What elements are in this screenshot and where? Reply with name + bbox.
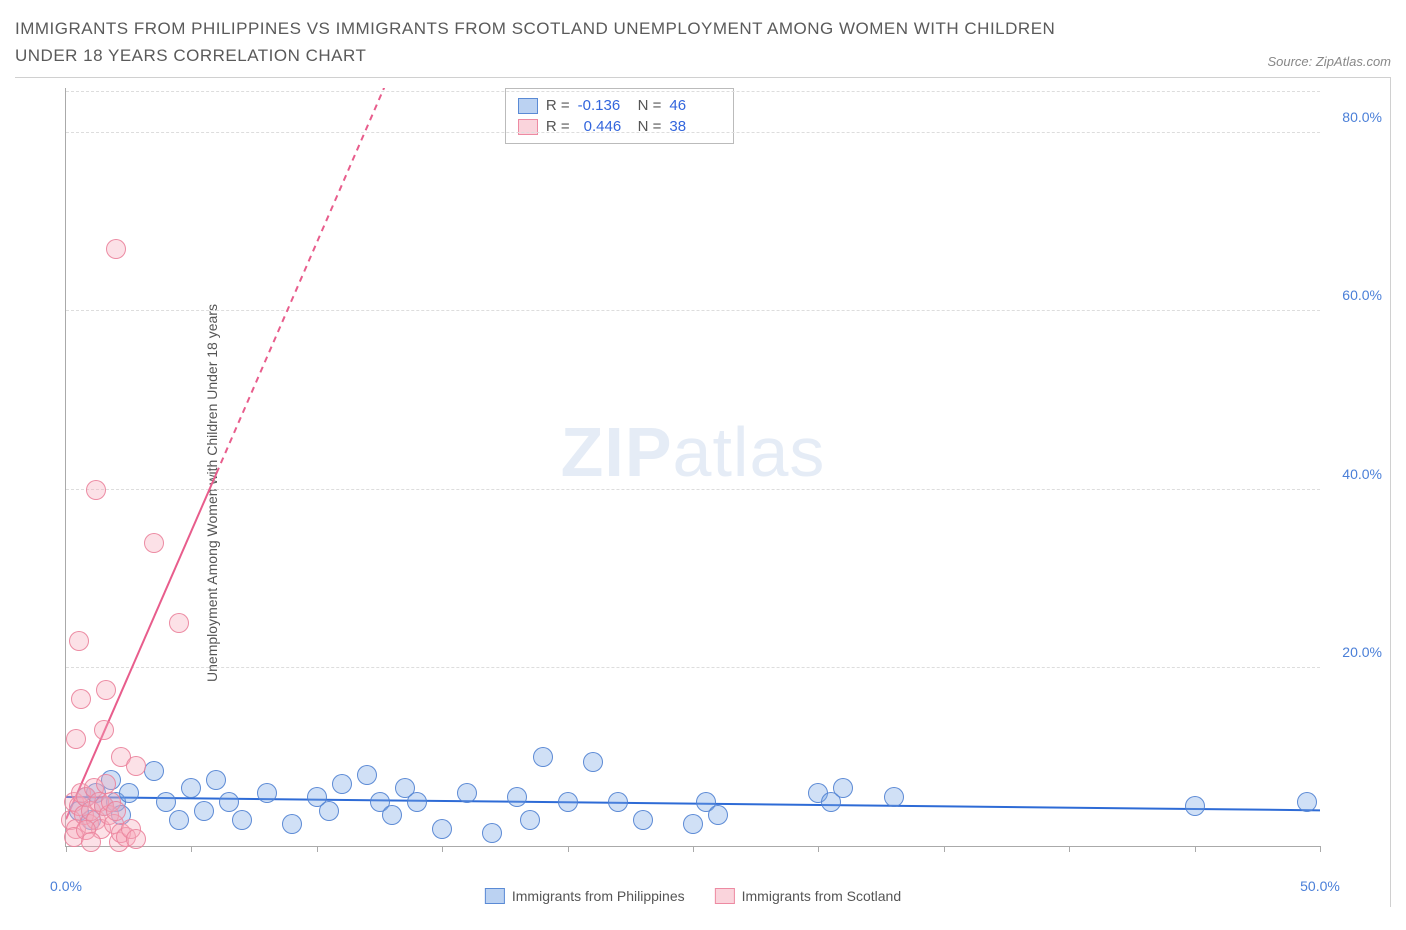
data-point-scotland <box>66 729 86 749</box>
r-value-philippines: -0.136 <box>578 97 630 114</box>
x-tick <box>944 846 945 852</box>
data-point-scotland <box>144 533 164 553</box>
data-point-philippines <box>833 778 853 798</box>
gridline-horizontal <box>66 91 1320 92</box>
data-point-scotland <box>126 829 146 849</box>
data-point-philippines <box>533 747 553 767</box>
data-point-philippines <box>633 810 653 830</box>
x-tick-label: 0.0% <box>50 878 82 894</box>
x-tick <box>1069 846 1070 852</box>
gridline-horizontal <box>66 667 1320 668</box>
stats-row-scotland: R = 0.446 N = 38 <box>518 116 722 137</box>
data-point-scotland <box>86 480 106 500</box>
chart-title: IMMIGRANTS FROM PHILIPPINES VS IMMIGRANT… <box>15 15 1115 69</box>
data-point-philippines <box>382 805 402 825</box>
data-point-philippines <box>708 805 728 825</box>
chart-container: Unemployment Among Women with Children U… <box>15 77 1391 907</box>
data-point-philippines <box>507 787 527 807</box>
gridline-horizontal <box>66 489 1320 490</box>
data-point-philippines <box>219 792 239 812</box>
data-point-scotland <box>106 801 126 821</box>
swatch-philippines-icon <box>485 888 505 904</box>
data-point-scotland <box>96 774 116 794</box>
swatch-philippines-icon <box>518 98 538 114</box>
bottom-legend: Immigrants from Philippines Immigrants f… <box>485 888 901 904</box>
y-tick-label: 60.0% <box>1342 287 1382 303</box>
data-point-philippines <box>432 819 452 839</box>
data-point-philippines <box>608 792 628 812</box>
data-point-scotland <box>94 720 114 740</box>
data-point-philippines <box>407 792 427 812</box>
data-point-philippines <box>119 783 139 803</box>
data-point-scotland <box>126 756 146 776</box>
x-tick <box>568 846 569 852</box>
source-attribution: Source: ZipAtlas.com <box>1267 54 1391 69</box>
data-point-philippines <box>194 801 214 821</box>
data-point-philippines <box>683 814 703 834</box>
n-value-philippines: 46 <box>669 97 721 114</box>
data-point-philippines <box>332 774 352 794</box>
trendlines-svg <box>66 88 1320 846</box>
x-tick <box>66 846 67 852</box>
data-point-philippines <box>1297 792 1317 812</box>
y-tick-label: 80.0% <box>1342 109 1382 125</box>
swatch-scotland-icon <box>715 888 735 904</box>
data-point-philippines <box>357 765 377 785</box>
legend-item-philippines: Immigrants from Philippines <box>485 888 685 904</box>
data-point-philippines <box>1185 796 1205 816</box>
x-tick-label: 50.0% <box>1300 878 1340 894</box>
plot-area: ZIPatlas R = -0.136 N = 46 R = 0.446 N =… <box>65 88 1320 847</box>
x-tick <box>442 846 443 852</box>
data-point-philippines <box>206 770 226 790</box>
y-tick-label: 20.0% <box>1342 644 1382 660</box>
gridline-horizontal <box>66 132 1320 133</box>
data-point-philippines <box>282 814 302 834</box>
data-point-scotland <box>96 680 116 700</box>
x-tick <box>1320 846 1321 852</box>
gridline-horizontal <box>66 310 1320 311</box>
data-point-philippines <box>884 787 904 807</box>
x-tick <box>191 846 192 852</box>
data-point-philippines <box>482 823 502 843</box>
x-tick <box>693 846 694 852</box>
x-tick <box>818 846 819 852</box>
data-point-philippines <box>144 761 164 781</box>
stats-row-philippines: R = -0.136 N = 46 <box>518 95 722 116</box>
x-tick <box>317 846 318 852</box>
y-tick-label: 40.0% <box>1342 466 1382 482</box>
x-tick <box>1195 846 1196 852</box>
data-point-philippines <box>181 778 201 798</box>
data-point-philippines <box>156 792 176 812</box>
data-point-philippines <box>583 752 603 772</box>
data-point-scotland <box>169 613 189 633</box>
watermark: ZIPatlas <box>561 412 826 492</box>
data-point-scotland <box>81 832 101 852</box>
data-point-philippines <box>520 810 540 830</box>
data-point-philippines <box>558 792 578 812</box>
legend-item-scotland: Immigrants from Scotland <box>715 888 902 904</box>
data-point-philippines <box>257 783 277 803</box>
data-point-philippines <box>319 801 339 821</box>
data-point-philippines <box>457 783 477 803</box>
data-point-scotland <box>69 631 89 651</box>
stats-legend-box: R = -0.136 N = 46 R = 0.446 N = 38 <box>505 88 735 144</box>
data-point-philippines <box>232 810 252 830</box>
data-point-scotland <box>71 689 91 709</box>
data-point-scotland <box>106 239 126 259</box>
data-point-philippines <box>169 810 189 830</box>
